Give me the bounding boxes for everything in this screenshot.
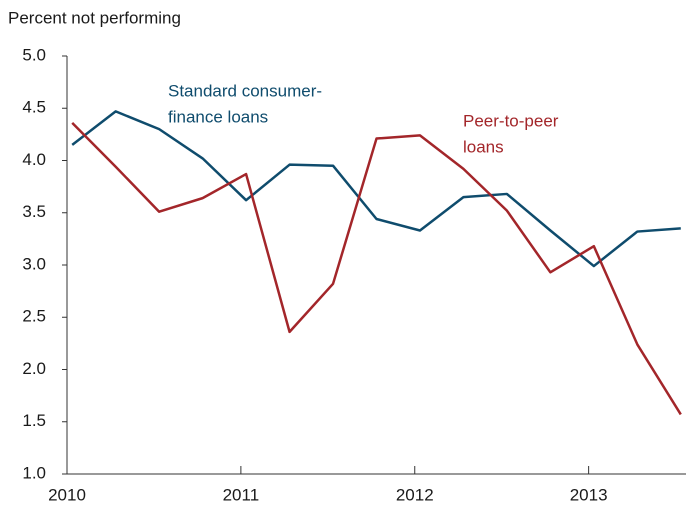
- x-tick-label: 2010: [48, 485, 86, 504]
- series-label: loans: [463, 137, 504, 156]
- series-label: Peer-to-peer: [463, 111, 559, 130]
- series-label: Standard consumer-: [168, 81, 322, 100]
- series-label: finance loans: [168, 107, 268, 126]
- y-tick-label: 3.0: [22, 254, 46, 273]
- y-tick-label: 2.0: [22, 359, 46, 378]
- y-tick-label: 2.5: [22, 307, 46, 326]
- y-tick-label: 5.0: [22, 45, 46, 64]
- y-tick-label: 3.5: [22, 202, 46, 221]
- x-tick-label: 2013: [570, 485, 608, 504]
- series-line: [71, 122, 682, 416]
- series-line: [71, 110, 681, 268]
- y-tick-label: 1.0: [22, 463, 46, 482]
- chart-title: Percent not performing: [8, 8, 181, 27]
- y-tick-label: 4.0: [22, 150, 46, 169]
- y-tick-label: 4.5: [22, 98, 46, 117]
- y-tick-label: 1.5: [22, 411, 46, 430]
- x-tick-label: 2012: [396, 485, 434, 504]
- x-tick-label: 2011: [223, 485, 260, 504]
